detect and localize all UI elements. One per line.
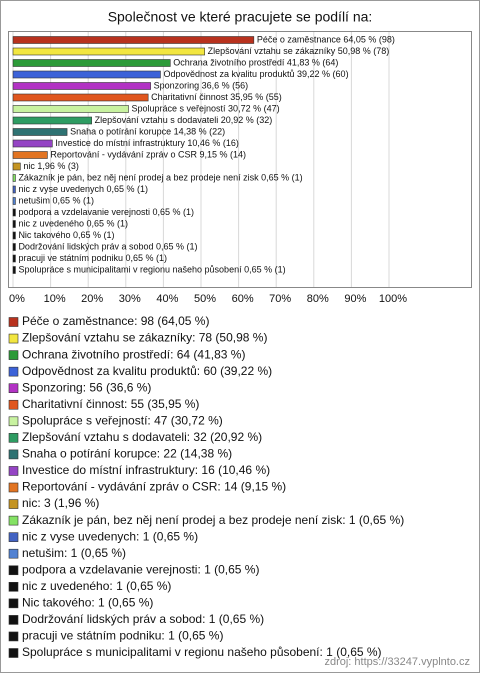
legend-swatch: [8, 615, 19, 625]
x-tick-label: 30%: [119, 293, 141, 305]
bar: [12, 254, 16, 263]
data-label: Dodržování lidských práv a sobod 0,65 % …: [18, 241, 197, 251]
x-tick-label: 60%: [232, 293, 254, 305]
data-label: nic z uvedeného 0,65 % (1): [18, 218, 128, 228]
bar: [12, 266, 16, 274]
legend-swatch: [8, 548, 19, 559]
legend-label: Zlepšování vztahu s dodavateli: 32 (20,9…: [22, 430, 262, 444]
legend-swatch: [8, 499, 19, 509]
legend-swatch: [8, 317, 19, 327]
data-label: nic 1,96 % (3): [23, 161, 79, 171]
legend-label: Charitativní činnost: 55 (35,95 %): [22, 397, 199, 411]
legend-swatch: [8, 648, 19, 658]
bar: [12, 231, 16, 240]
bar: [12, 93, 149, 102]
legend-label: Spolupráce s municipalitami v regionu na…: [22, 645, 382, 659]
legend-label: Reportování - vydávání zpráv o CSR: 14 (…: [22, 480, 286, 494]
legend-label: Sponzoring: 56 (36,6 %): [22, 380, 151, 394]
legend-label: Zlepšování vztahu se zákazníky: 78 (50,9…: [22, 331, 267, 345]
legend-swatch: [8, 366, 19, 377]
data-label: Reportování - vydávání zpráv o CSR 9,15 …: [50, 149, 246, 159]
data-label: Zákazník je pán, bez něj není prodej a b…: [18, 172, 302, 182]
data-label: netušim 0,65 % (1): [18, 195, 94, 205]
bar: [12, 82, 151, 90]
legend-label: Nic takového: 1 (0,65 %): [22, 596, 153, 610]
legend-swatch: [8, 449, 19, 460]
legend-label: Odpovědnost za kvalitu produktů: 60 (39,…: [22, 364, 272, 378]
legend-swatch: [8, 433, 19, 443]
legend-swatch: [8, 350, 19, 360]
legend-label: netušim: 1 (0,65 %): [22, 546, 126, 560]
data-label: Péče o zaměstnance 64,05 % (98): [257, 34, 395, 44]
x-tick-label: 90%: [344, 293, 366, 305]
legend-label: podpora a vzdelavanie verejnosti: 1 (0,6…: [22, 562, 259, 576]
legend-label: Spolupráce s veřejností: 47 (30,72 %): [22, 413, 223, 427]
legend-swatch: [8, 631, 19, 642]
legend-swatch: [8, 482, 19, 493]
data-label: Ochrana životního prostředí 41,83 % (64): [173, 57, 338, 67]
bar: [12, 139, 53, 148]
source: zdroj: https://33247.vyplnto.cz: [324, 656, 470, 668]
bar: [12, 151, 48, 159]
legend-label: nic z vyse uvedenych: 1 (0,65 %): [22, 529, 198, 543]
legend-label: Investice do místní infrastruktury: 16 (…: [22, 463, 270, 477]
data-label: Spolupráce s veřejností 30,72 % (47): [132, 103, 280, 113]
legend-label: nic z uvedeného: 1 (0,65 %): [22, 579, 171, 593]
legend-label: pracuji ve státním podniku: 1 (0,65 %): [22, 629, 223, 643]
data-label: nic z vyse uvedenych 0,65 % (1): [18, 184, 148, 194]
bar: [12, 47, 205, 56]
bar: [12, 59, 171, 67]
data-label: Charitativní činnost 35,95 % (55): [151, 92, 282, 102]
chart-title: Společnost ve které pracujete se podílí …: [108, 9, 373, 25]
bar: [12, 116, 92, 125]
legend-label: Péče o zaměstnance: 98 (64,05 %): [22, 314, 209, 328]
data-label: pracuji ve státním podniku 0,65 % (1): [18, 253, 167, 263]
legend-label: nic: 3 (1,96 %): [22, 496, 99, 510]
data-label: Nic takového 0,65 % (1): [18, 230, 114, 240]
legend-swatch: [8, 598, 19, 609]
bar: [12, 105, 129, 113]
bar: [12, 208, 16, 217]
bar: [12, 128, 68, 136]
legend-swatch: [8, 383, 19, 394]
legend-swatch: [8, 416, 19, 427]
x-tick-label: 100%: [379, 293, 407, 305]
legend-swatch: [8, 565, 19, 576]
legend-swatch: [8, 466, 19, 476]
legend-label: Ochrana životního prostředí: 64 (41,83 %…: [22, 347, 245, 361]
legend-swatch: [8, 399, 19, 410]
bar: [12, 243, 16, 251]
legend-swatch: [8, 532, 19, 542]
data-label: Snaha o potírání korupce 14,38 % (22): [70, 126, 225, 136]
x-tick-label: 40%: [156, 293, 178, 305]
bar: [12, 174, 16, 182]
legend-label: Snaha o potírání korupce: 22 (14,38 %): [22, 447, 232, 461]
legend-swatch: [8, 333, 19, 344]
x-tick-label: 0%: [9, 293, 25, 305]
legend-label: Zákazník je pán, bez něj není prodej a b…: [22, 513, 404, 527]
bar: [12, 185, 16, 194]
data-label: Sponzoring 36,6 % (56): [154, 80, 249, 90]
data-label: Investice do místní infrastruktury 10,46…: [55, 138, 239, 148]
data-label: Zlepšování vztahu se zákazníky 50,98 % (…: [208, 46, 390, 56]
x-tick-label: 80%: [307, 293, 329, 305]
x-tick-label: 70%: [269, 293, 291, 305]
data-label: Spolupráce s municipalitami v regionu na…: [18, 264, 285, 274]
data-label: Odpovědnost za kvalitu produktů 39,22 % …: [163, 69, 348, 79]
legend-label: Dodržování lidských práv a sobod: 1 (0,6…: [22, 612, 264, 626]
bar: [12, 36, 255, 44]
legend-swatch: [8, 581, 19, 592]
legend-swatch: [8, 515, 19, 526]
bar: [12, 197, 16, 205]
bar: [12, 70, 161, 79]
x-tick-label: 50%: [194, 293, 216, 305]
data-label: podpora a vzdelavanie verejnosti 0,65 % …: [18, 207, 194, 217]
bar: [12, 220, 16, 228]
x-tick-label: 10%: [44, 293, 66, 305]
bar: [12, 162, 21, 171]
x-tick-label: 20%: [81, 293, 103, 305]
data-label: Zlepšování vztahu s dodavateli 20,92 % (…: [95, 115, 273, 125]
